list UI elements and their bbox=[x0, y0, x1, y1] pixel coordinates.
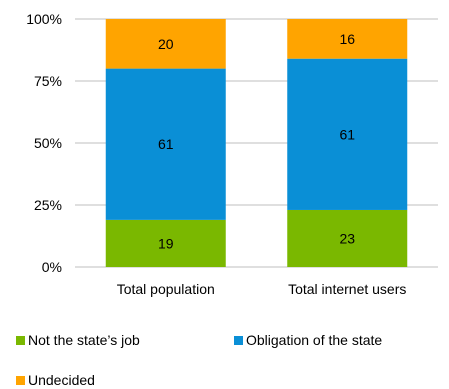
legend-item-obligation-of-state: Obligation of the state bbox=[234, 332, 382, 348]
data-label: 20 bbox=[158, 36, 174, 52]
stacked-bar-chart: 0% 25% 50% 75% 100% 19 61 20 Total population 23 6… bbox=[26, 11, 438, 297]
bar-segment bbox=[287, 58, 408, 210]
bar-segment bbox=[105, 68, 226, 220]
y-tick-label: 25% bbox=[34, 197, 62, 213]
y-tick-label: 100% bbox=[26, 11, 62, 27]
x-tick-label: Total population bbox=[117, 281, 215, 297]
bar-segment bbox=[105, 19, 226, 69]
legend-swatch-orange bbox=[16, 375, 25, 385]
data-label: 16 bbox=[339, 31, 355, 47]
bar-segment bbox=[287, 209, 408, 267]
bar-segment bbox=[105, 219, 226, 267]
data-label: 19 bbox=[158, 235, 174, 251]
y-tick-label: 75% bbox=[34, 73, 62, 89]
y-tick-label: 0% bbox=[42, 259, 62, 275]
bar-segment bbox=[287, 19, 408, 59]
data-label: 61 bbox=[339, 126, 355, 142]
legend-swatch-blue bbox=[234, 335, 243, 345]
legend-swatch-green bbox=[16, 335, 25, 345]
legend-item-undecided: Undecided bbox=[16, 372, 95, 388]
legend-label: Undecided bbox=[28, 372, 95, 388]
legend-label: Obligation of the state bbox=[246, 332, 383, 348]
data-label: 61 bbox=[158, 136, 174, 152]
data-label: 23 bbox=[339, 230, 355, 246]
legend-item-not-states-job: Not the state’s job bbox=[16, 332, 140, 348]
x-tick-label: Total internet users bbox=[288, 281, 406, 297]
legend-label: Not the state’s job bbox=[28, 332, 140, 348]
y-tick-label: 50% bbox=[34, 135, 62, 151]
